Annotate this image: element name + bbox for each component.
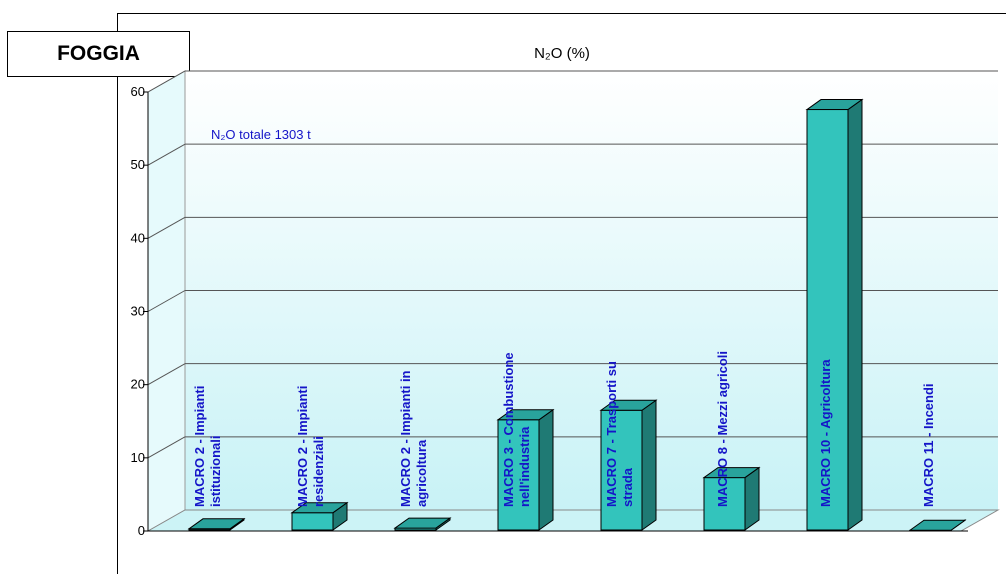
- y-tick-label: 50: [131, 157, 145, 172]
- bar-side: [745, 468, 759, 530]
- floor: [148, 510, 998, 531]
- category-label: MACRO 2 - Impianti: [192, 386, 207, 507]
- bar: [807, 100, 862, 530]
- category-label: strada: [620, 467, 635, 507]
- bar: [704, 468, 759, 530]
- bar-front: [292, 513, 333, 530]
- y-tick-label: 0: [138, 523, 145, 538]
- category-label: nell'industria: [517, 426, 532, 507]
- y-tick-label: 10: [131, 450, 145, 465]
- category-label: MACRO 10 - Agricoltura: [818, 359, 833, 507]
- bar-side: [848, 100, 862, 530]
- category-label: residenziali: [311, 436, 326, 507]
- y-tick-label: 40: [131, 230, 145, 245]
- chart-title: N₂O (%): [534, 45, 590, 62]
- bar-side: [642, 400, 656, 530]
- category-label: MACRO 8 - Mezzi agricoli: [715, 351, 730, 507]
- y-tick-label: 20: [131, 377, 145, 392]
- category-label: MACRO 2 - Impianti: [295, 386, 310, 507]
- category-label: agricoltura: [414, 439, 429, 507]
- category-label: MACRO 2 - Impianti in: [398, 370, 413, 507]
- category-label: istituzionali: [208, 436, 223, 508]
- bar-side: [539, 410, 553, 530]
- y-tick-label: 30: [131, 304, 145, 319]
- total-annotation: N₂O totale 1303 t: [211, 127, 311, 142]
- category-label: MACRO 7 - Trasporti su: [604, 361, 619, 507]
- category-label: MACRO 3 - Combustione: [501, 352, 516, 507]
- y-tick-label: 60: [131, 84, 145, 99]
- category-label: MACRO 11 - Incendi: [921, 383, 936, 507]
